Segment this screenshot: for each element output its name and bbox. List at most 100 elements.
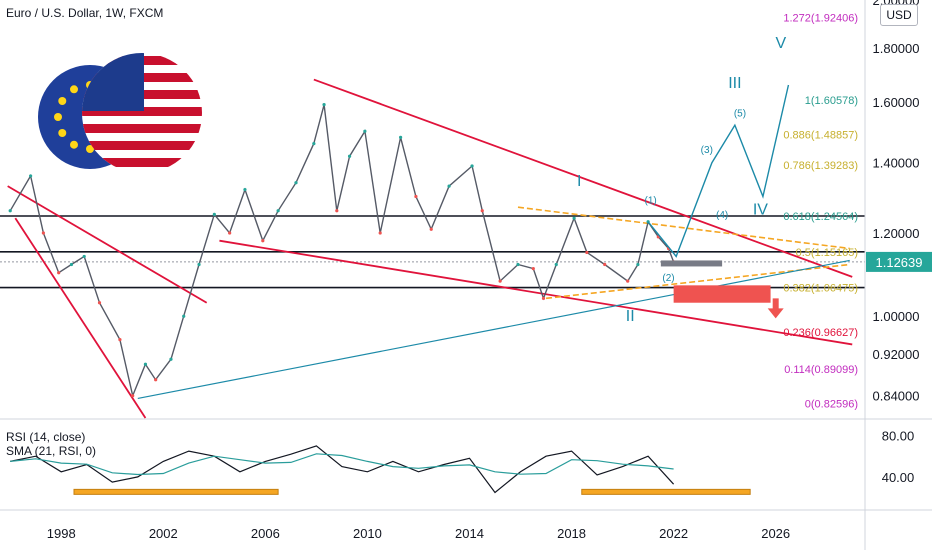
channel-line bbox=[517, 206, 850, 250]
time-tick-label: 2018 bbox=[557, 526, 586, 541]
price-point bbox=[228, 231, 232, 235]
fib-level-label: 0.236(0.96627) bbox=[783, 327, 858, 339]
last-price-tag bbox=[866, 251, 932, 272]
price-point bbox=[447, 184, 451, 188]
price-point bbox=[347, 154, 352, 158]
price-point bbox=[29, 174, 33, 178]
price-point bbox=[480, 209, 484, 213]
price-point bbox=[212, 212, 216, 217]
price-point bbox=[261, 239, 265, 243]
down-arrow-icon bbox=[767, 298, 784, 319]
wave-label: (3) bbox=[701, 145, 713, 156]
price-point bbox=[516, 262, 520, 267]
price-point bbox=[429, 227, 433, 231]
price-point bbox=[8, 209, 12, 213]
fib-level-label: 0.114(0.89099) bbox=[784, 364, 858, 376]
trendline bbox=[219, 239, 853, 346]
time-tick-label: 2006 bbox=[251, 526, 280, 541]
fib-level-label: 1(1.60578) bbox=[805, 95, 858, 107]
price-point bbox=[154, 378, 158, 382]
wave-label: V bbox=[775, 35, 786, 52]
price-point bbox=[363, 129, 367, 133]
trendline bbox=[313, 78, 853, 278]
us-flag-icon bbox=[82, 53, 202, 173]
price-point bbox=[169, 357, 173, 361]
price-point bbox=[470, 164, 474, 168]
wave-label: (4) bbox=[716, 210, 728, 221]
price-point bbox=[57, 271, 61, 275]
price-tick-label: 1.80000 bbox=[873, 41, 920, 56]
price-tick-label: 0.84000 bbox=[873, 389, 920, 404]
wave-label: III bbox=[728, 75, 741, 92]
trendline bbox=[7, 185, 208, 304]
rsi-sma-line bbox=[10, 453, 674, 476]
price-point bbox=[399, 135, 403, 139]
rsi-title: RSI (14, close) bbox=[6, 430, 86, 444]
price-point bbox=[97, 301, 102, 305]
price-point bbox=[585, 250, 589, 255]
rsi-support-box bbox=[581, 488, 751, 495]
wave-label: (5) bbox=[734, 108, 746, 119]
fib-level-label: 0.786(1.39283) bbox=[783, 160, 858, 172]
price-point bbox=[41, 231, 45, 235]
fib-level-label: 0.886(1.48857) bbox=[783, 130, 858, 142]
price-series-line bbox=[9, 104, 675, 399]
rsi-subtitle: SMA (21, RSI, 0) bbox=[6, 444, 97, 458]
wave-label: (2) bbox=[662, 273, 674, 284]
price-point bbox=[554, 262, 558, 267]
support-line bbox=[137, 259, 850, 400]
price-point bbox=[414, 194, 418, 199]
target-zone-box bbox=[673, 285, 771, 303]
time-tick-label: 2002 bbox=[149, 526, 178, 541]
price-point bbox=[243, 187, 247, 192]
currency-selector[interactable]: USD bbox=[880, 4, 918, 26]
fib-level-label: 0.382(1.06475) bbox=[783, 283, 858, 295]
wave-label: (1) bbox=[645, 196, 657, 207]
rsi-tick-label: 40.00 bbox=[882, 470, 915, 485]
time-tick-label: 1998 bbox=[47, 526, 76, 541]
rsi-tick-label: 80.00 bbox=[882, 429, 915, 444]
wave-label: II bbox=[626, 308, 635, 325]
price-point bbox=[276, 209, 280, 213]
price-point bbox=[82, 254, 86, 259]
price-point bbox=[541, 296, 546, 300]
price-tick-label: 1.00000 bbox=[873, 309, 920, 324]
time-tick-label: 2014 bbox=[455, 526, 484, 541]
price-point bbox=[69, 262, 74, 267]
wave-label: IV bbox=[753, 201, 768, 218]
rsi-line bbox=[10, 445, 675, 494]
rsi-pane bbox=[10, 445, 751, 495]
price-tick-label: 1.60000 bbox=[873, 95, 920, 110]
price-point bbox=[294, 181, 298, 185]
price-point bbox=[118, 338, 122, 342]
gray-range-box bbox=[660, 260, 723, 267]
price-point bbox=[322, 103, 326, 107]
wave-label: I bbox=[577, 173, 581, 190]
trendline bbox=[14, 217, 147, 419]
price-pane: 1.272(1.92406) 1(1.60578) 0.886(1.48857) 0.… bbox=[0, 13, 865, 419]
price-point bbox=[182, 314, 186, 318]
fib-level-label: 0(0.82596) bbox=[805, 398, 858, 410]
projected-wave-path bbox=[647, 84, 790, 258]
price-point bbox=[378, 231, 382, 235]
price-point bbox=[335, 209, 339, 213]
price-point bbox=[143, 362, 148, 366]
chart-title: Euro / U.S. Dollar, 1W, FXCM bbox=[6, 6, 164, 20]
price-tick-label: 1.40000 bbox=[873, 156, 920, 171]
price-point bbox=[626, 279, 630, 283]
price-point bbox=[498, 279, 502, 283]
fib-level-label: 0.618(1.24564) bbox=[783, 211, 858, 223]
price-tick-label: 1.20000 bbox=[873, 226, 920, 241]
time-tick-label: 2026 bbox=[761, 526, 790, 541]
price-tick-label: 0.92000 bbox=[873, 347, 920, 362]
fib-level-label: 0.5(1.15165) bbox=[796, 247, 858, 259]
price-point bbox=[197, 262, 201, 267]
price-point bbox=[603, 262, 607, 267]
price-point bbox=[572, 216, 576, 220]
fib-level-label: 1.272(1.92406) bbox=[783, 13, 858, 25]
price-point bbox=[636, 262, 640, 267]
price-point bbox=[312, 141, 316, 146]
price-point bbox=[131, 394, 135, 398]
